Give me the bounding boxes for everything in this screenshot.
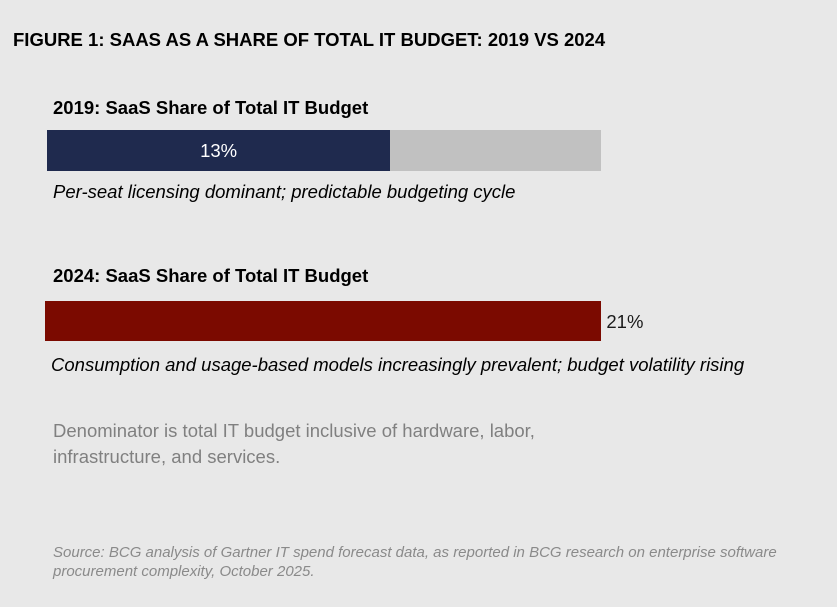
panel-2024-heading: 2024: SaaS Share of Total IT Budget: [53, 265, 369, 286]
panel-2019-heading: 2019: SaaS Share of Total IT Budget: [53, 97, 369, 118]
denominator-note: Denominator is total IT budget inclusive…: [53, 420, 535, 467]
source-note: Source: BCG analysis of Gartner IT spend…: [53, 544, 777, 580]
figure-title: FIGURE 1: SAAS AS A SHARE OF TOTAL IT BU…: [13, 29, 606, 50]
panel-2019-value-label: 13%: [200, 139, 238, 161]
panel-2024-value-label: 21%: [606, 311, 644, 332]
panel-2019-caption: Per-seat licensing dominant; predictable…: [53, 181, 516, 202]
panel-2024-bar: [45, 301, 602, 341]
panel-2019-bar-track: 13%: [47, 130, 601, 171]
panel-2019-bar: 13%: [47, 130, 391, 171]
panel-2024-caption: Consumption and usage-based models incre…: [51, 354, 745, 375]
